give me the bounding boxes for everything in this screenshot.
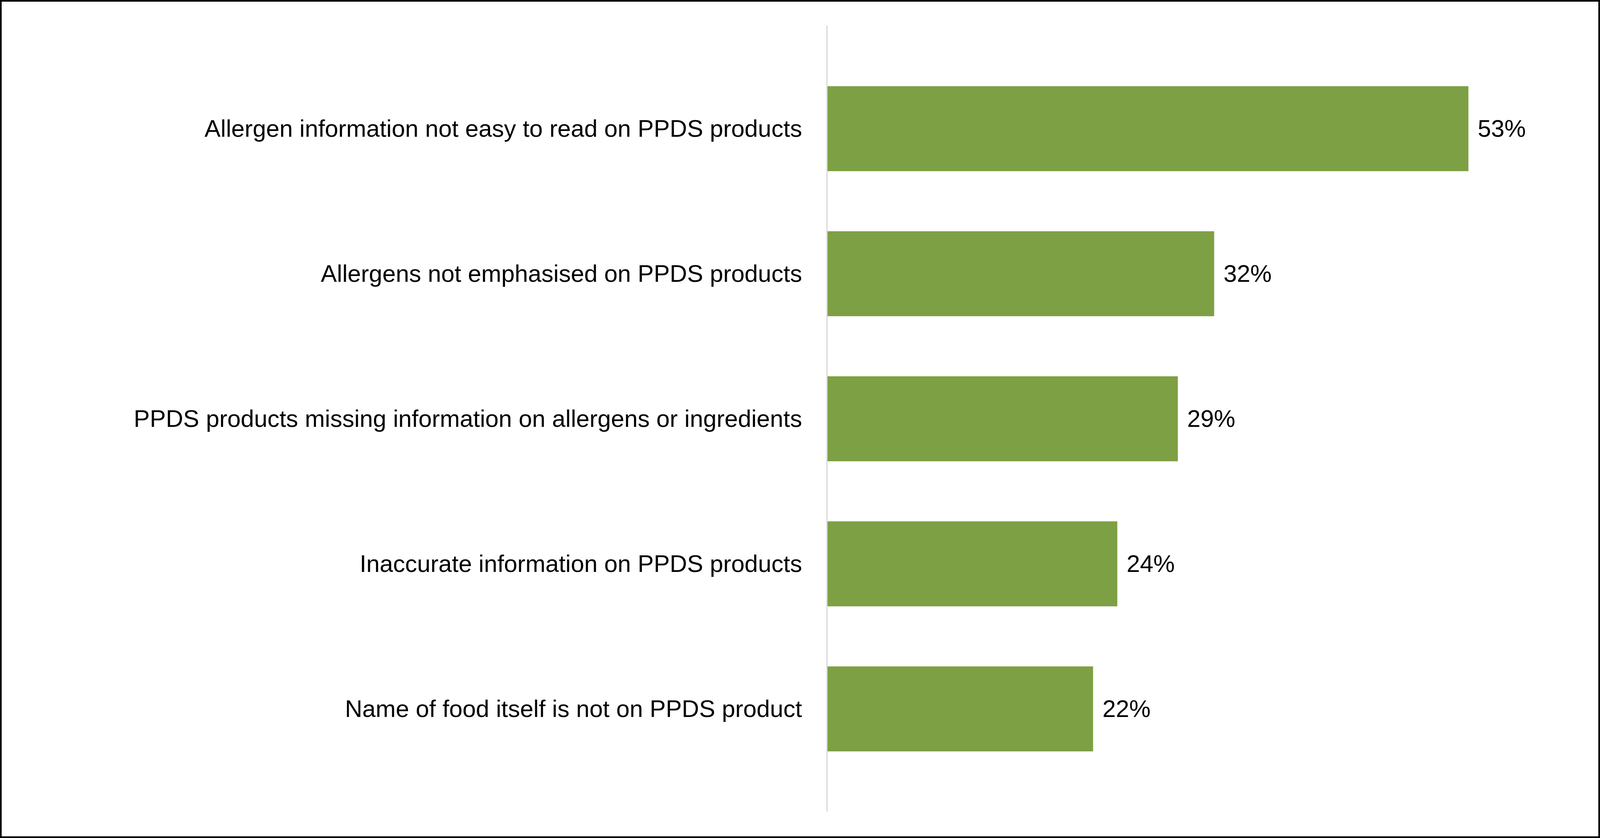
svg-text:Name of food itself is not on: Name of food itself is not on PPDS produ… <box>344 695 803 723</box>
svg-text:29%: 29% <box>1187 405 1236 433</box>
svg-text:32%: 32% <box>1223 259 1272 287</box>
svg-text:PPDS products missing informat: PPDS products missing information on all… <box>133 405 803 433</box>
svg-text:Allergen information not easy: Allergen information not easy to read on… <box>204 114 802 142</box>
svg-text:53%: 53% <box>1477 114 1526 142</box>
svg-text:Allergens not emphasised on PP: Allergens not emphasised on PPDS product… <box>320 259 803 287</box>
svg-text:24%: 24% <box>1126 550 1175 578</box>
svg-text:22%: 22% <box>1102 695 1151 723</box>
svg-text:Inaccurate information on PPDS: Inaccurate information on PPDS products <box>359 550 802 578</box>
